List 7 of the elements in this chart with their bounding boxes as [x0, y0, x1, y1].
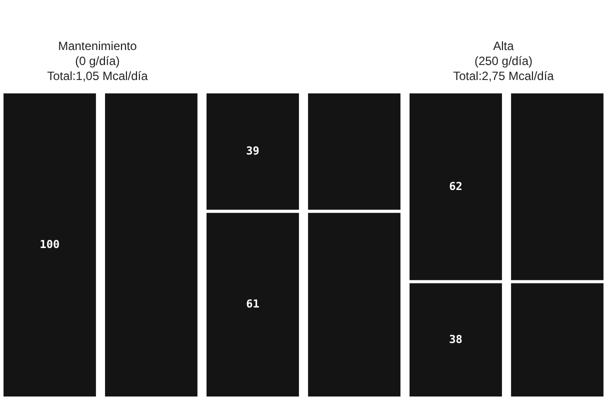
data-label: 62 — [449, 180, 462, 193]
text: Mantenimiento (0 g/día) Total:1,05 Mcal/día — [47, 38, 148, 83]
data-label: 100 — [40, 238, 60, 251]
data-label: 38 — [449, 332, 462, 346]
data-label: 61 — [246, 298, 260, 311]
data-label: 39 — [246, 144, 260, 158]
text: Alta (250 g/día) Total:2,75 Mcal/día — [453, 38, 554, 83]
